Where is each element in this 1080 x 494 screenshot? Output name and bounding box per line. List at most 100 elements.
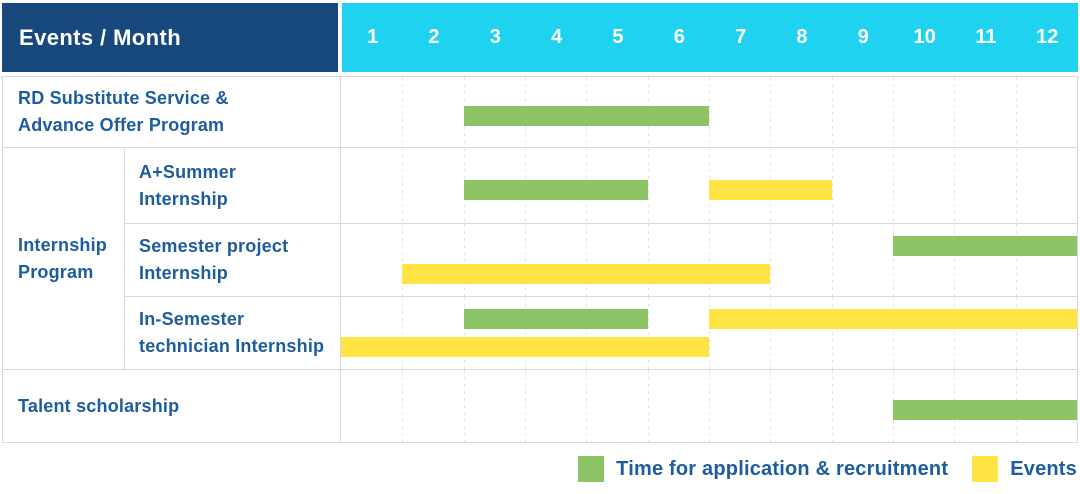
events-month-header-cell: Events / Month [2,3,338,72]
event-bar [709,180,832,200]
row-label-in-semester-technician-internship: In-Semester technician Internship [125,297,341,369]
month-header-cell: 6 [673,26,685,48]
month-header-cell: 8 [796,26,808,48]
month-gridline [463,370,465,442]
month-header-cell: 10 [913,26,936,48]
month-gridline [831,224,833,296]
month-gridline [463,297,465,369]
group-label-line: Program [18,261,94,282]
application-bar [893,236,1077,257]
month-gridline [586,224,588,296]
row-label-rd-substitute-service: RD Substitute Service & Advance Offer Pr… [3,77,341,147]
legend-label-application: Time for application & recruitment [616,457,949,480]
month-gridline [954,148,956,223]
row-label-line: Internship [139,188,229,209]
month-gridline [647,224,649,296]
group-label-line: Internship [18,234,108,255]
month-gridline [709,77,710,147]
month-header-cell: 7 [735,26,747,48]
month-gridline [1015,297,1017,369]
month-gridline [893,77,894,147]
legend-item-application: Time for application & recruitment [578,456,948,482]
application-bar [463,106,709,127]
legend-label-events: Events [1010,457,1077,480]
month-gridline [463,224,465,296]
events-yellow-swatch-icon [972,456,999,482]
application-bar [893,400,1077,421]
month-gridline [770,224,772,296]
month-gridline [1015,224,1017,296]
internship-subrows: A+Summer Internship Semester project Int… [125,148,1077,369]
month-gridline [1015,148,1017,223]
month-gridline [586,370,588,442]
event-bar [402,264,771,285]
month-gridline [770,77,772,147]
row-label-line: Advance Offer Program [18,115,225,135]
month-gridline [709,370,710,442]
table-row-semester-project-internship: Semester project Internship [125,223,1077,296]
table-row-a-plus-summer-internship: A+Summer Internship [125,148,1077,223]
row-label-line: Talent scholarship [18,395,180,416]
month-gridline [647,370,649,442]
month-gridline [831,370,833,442]
table-body: RD Substitute Service & Advance Offer Pr… [2,76,1078,443]
table-row-rd-substitute-service: RD Substitute Service & Advance Offer Pr… [3,77,1077,147]
chart-area-in-semester-technician-internship [341,297,1077,369]
group-label-internship-program: Internship Program [3,148,125,369]
table-row-talent-scholarship: Talent scholarship [3,369,1077,442]
month-header-cell: 11 [975,26,997,48]
legend-item-events: Events [972,456,1077,482]
month-gridline [402,297,404,369]
month-header-cell: 4 [551,26,563,48]
month-gridline [893,224,894,296]
schedule-table: Events / Month 1 2 3 4 5 6 7 8 9 10 11 1… [2,3,1078,443]
header-gap [338,3,342,72]
month-gridline [709,224,710,296]
row-label-line: In-Semester [139,309,245,329]
chart-area-talent-scholarship [341,370,1077,442]
row-label-line: Semester project [139,236,289,256]
event-bar [709,309,1077,330]
month-gridline [402,77,404,147]
month-gridline [402,148,404,223]
chart-area-rd-substitute-service [341,77,1077,147]
table-header: Events / Month 1 2 3 4 5 6 7 8 9 10 11 1… [2,3,1078,72]
application-green-swatch-icon [578,456,605,482]
row-label-line: A+Summer [139,161,237,182]
month-gridline [770,297,772,369]
month-header-cell: 3 [489,26,501,48]
row-label-line: RD Substitute Service & [18,88,229,108]
month-gridline [831,297,833,369]
legend: Time for application & recruitment Event… [578,456,1077,482]
row-label-a-plus-summer-internship: A+Summer Internship [125,148,341,223]
month-gridline [893,148,894,223]
month-gridline [893,297,894,369]
month-gridline [831,148,833,223]
header-title: Events / Month [19,24,182,50]
event-bar [341,337,709,358]
table-rowgroup-internship-program: Internship Program A+Summer Internship S… [3,147,1077,369]
row-label-talent-scholarship: Talent scholarship [3,370,341,442]
month-gridline [954,77,956,147]
month-header-cell: 2 [428,26,440,48]
month-header-cell: 9 [857,26,869,48]
application-bar [463,180,648,200]
chart-area-semester-project-internship [341,224,1077,296]
month-header: 1 2 3 4 5 6 7 8 9 10 11 12 [342,3,1078,72]
month-gridline [402,370,404,442]
month-header-cell: 1 [367,26,379,48]
row-label-line: Internship [139,263,229,283]
chart-area-a-plus-summer-internship [341,148,1077,223]
month-gridline [525,224,526,296]
month-gridline [954,224,956,296]
month-gridline [831,77,833,147]
row-label-semester-project-internship: Semester project Internship [125,224,341,296]
table-row-in-semester-technician-internship: In-Semester technician Internship [125,296,1077,369]
application-bar [463,309,648,330]
month-gridline [954,297,956,369]
month-gridline [525,370,526,442]
row-label-line: technician Internship [139,336,325,356]
month-gridline [586,297,588,369]
month-gridline [1015,77,1017,147]
